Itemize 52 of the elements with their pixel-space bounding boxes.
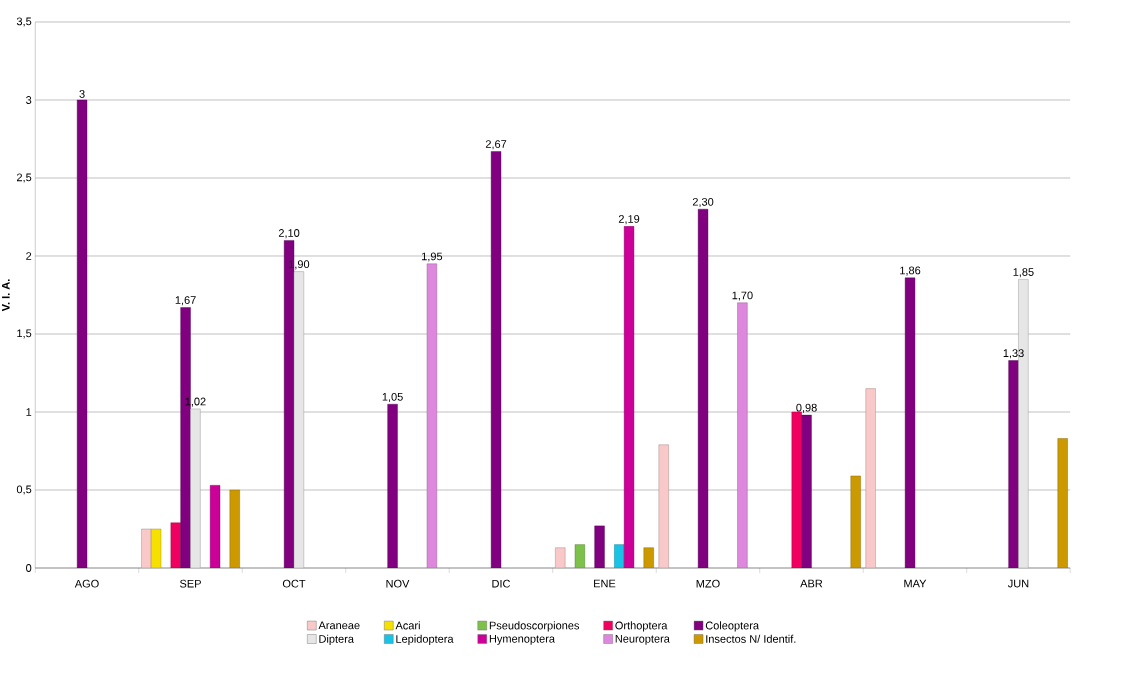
data-label: 0,98 bbox=[796, 403, 817, 413]
y-tick-label: 1 bbox=[26, 408, 32, 416]
data-label: 3 bbox=[79, 90, 85, 98]
bar bbox=[658, 444, 669, 568]
data-label: 2,10 bbox=[278, 229, 300, 239]
bar bbox=[737, 302, 748, 568]
x-tick-label: ENE bbox=[594, 579, 616, 588]
legend-label: Acari bbox=[395, 621, 420, 630]
x-tick-label: MZO bbox=[696, 579, 720, 588]
y-tick-label: 0,5 bbox=[16, 485, 32, 495]
x-tick-label: JUN bbox=[1007, 579, 1029, 588]
x-tick-label: MAY bbox=[904, 579, 927, 588]
y-tick-label: 3 bbox=[26, 96, 32, 104]
data-label: 1,86 bbox=[900, 266, 921, 276]
legend-label: Orthoptera bbox=[615, 621, 668, 632]
y-axis-title: V. I. A. bbox=[2, 279, 10, 312]
data-label: 1,95 bbox=[422, 252, 443, 262]
x-tick-label: NOV bbox=[386, 579, 410, 588]
legend-label: Araneae bbox=[318, 621, 360, 630]
bar bbox=[387, 404, 398, 568]
legend-label: Hymenoptera bbox=[489, 634, 555, 645]
y-tick-label: 0 bbox=[26, 564, 32, 572]
bar bbox=[1008, 360, 1019, 568]
bar bbox=[1057, 438, 1068, 568]
x-tick-label: DIC bbox=[492, 579, 511, 588]
y-tick-label: 2,5 bbox=[16, 173, 32, 183]
x-tick-label: ABR bbox=[800, 579, 823, 588]
legend-label: Pseudoscorpiones bbox=[489, 621, 580, 632]
data-label: 1,67 bbox=[175, 296, 196, 306]
y-tick-label: 2 bbox=[26, 252, 32, 260]
data-label: 2,19 bbox=[618, 215, 640, 225]
legend-label: Lepidoptera bbox=[396, 634, 454, 646]
bar bbox=[791, 411, 802, 568]
data-label: 1,33 bbox=[1003, 349, 1024, 359]
y-tick-label: 1,5 bbox=[17, 329, 32, 339]
bar bbox=[850, 475, 861, 568]
legend-label: Coleoptera bbox=[705, 621, 760, 632]
legend-label: Insectos N/ Identif. bbox=[706, 634, 796, 643]
data-label: 2,67 bbox=[485, 140, 507, 150]
x-tick-label: AGO bbox=[74, 579, 99, 588]
data-label: 1,85 bbox=[1013, 268, 1034, 278]
data-label: 1,70 bbox=[732, 291, 753, 301]
legend-label: Neuroptera bbox=[615, 634, 670, 645]
y-tick-label: 3,5 bbox=[16, 17, 32, 27]
bar bbox=[801, 414, 812, 568]
legend-label: Diptera bbox=[319, 634, 354, 646]
x-tick-label: SEP bbox=[179, 579, 201, 588]
data-label: 1,05 bbox=[382, 392, 403, 402]
x-tick-label: OCT bbox=[282, 579, 306, 588]
bar bbox=[190, 408, 201, 568]
data-label: 2,30 bbox=[692, 197, 714, 207]
bar bbox=[865, 388, 876, 568]
